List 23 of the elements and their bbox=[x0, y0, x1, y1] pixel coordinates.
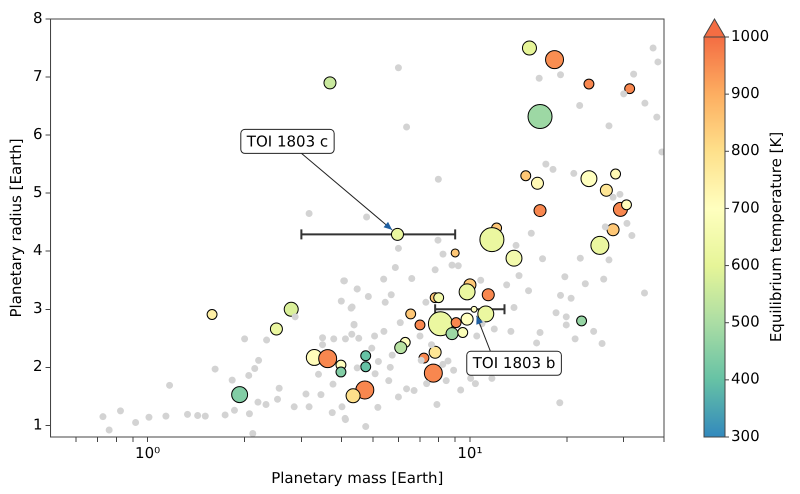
color-bar-label: 300 bbox=[731, 426, 760, 445]
y-tick-label: 5 bbox=[32, 183, 43, 202]
y-tick-label: 3 bbox=[32, 299, 43, 318]
y-tick-label: 6 bbox=[32, 125, 43, 143]
y-tick-label: 7 bbox=[32, 66, 43, 85]
x-tick-label: 10⁰ bbox=[135, 444, 160, 462]
color-bar-title: Equilibrium temperature [K] bbox=[766, 132, 785, 342]
x-tick-label: 10¹ bbox=[457, 444, 482, 462]
y-axis-title: Planetary radius [Earth] bbox=[6, 138, 25, 318]
color-bar-label: 600 bbox=[731, 255, 760, 274]
color-bar-label: 1000 bbox=[731, 26, 770, 45]
color-bar-label: 500 bbox=[731, 312, 760, 331]
y-tick-label: 4 bbox=[32, 241, 43, 260]
y-tick-label: 8 bbox=[32, 8, 43, 27]
color-bar-label: 800 bbox=[731, 141, 760, 160]
y-tick-label: 1 bbox=[32, 415, 43, 434]
color-bar-label: 700 bbox=[731, 198, 760, 216]
y-tick-label: 2 bbox=[32, 357, 43, 376]
annotation: TOI 1803 c bbox=[246, 132, 328, 150]
color-bar-label: 900 bbox=[731, 84, 760, 102]
color-bar-label: 400 bbox=[731, 370, 760, 388]
annotation: TOI 1803 b bbox=[472, 354, 556, 372]
x-axis-title: Planetary mass [Earth] bbox=[271, 468, 444, 487]
